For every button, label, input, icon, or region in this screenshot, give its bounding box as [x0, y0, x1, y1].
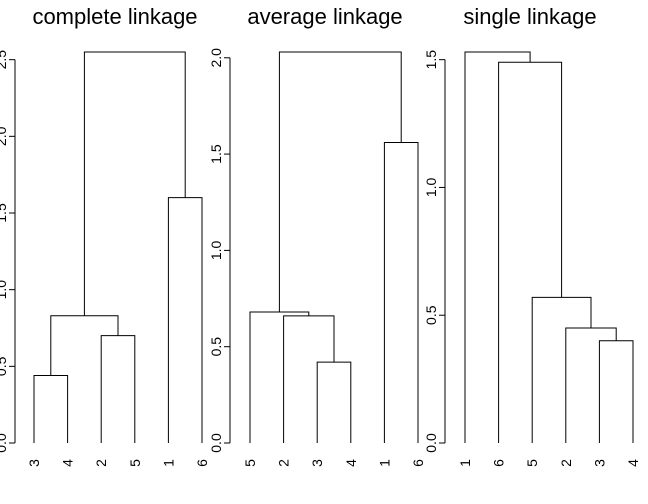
leaf-label: 6: [194, 459, 210, 467]
dendrogram-merge: [498, 61, 563, 443]
leaf-label: 6: [491, 459, 507, 467]
y-tick-label: 0.0: [208, 433, 224, 453]
dendrogram-tree: [464, 51, 634, 443]
leaf-labels: 5 2 3 4 1 6: [242, 459, 426, 467]
leaf-label: 4: [625, 459, 641, 467]
panel-title: complete linkage: [32, 4, 197, 29]
y-tick-label: 2.0: [208, 48, 224, 68]
y-tick-label: 1.0: [0, 280, 9, 300]
y-tick-label: 1.5: [208, 144, 224, 164]
dendrogram-merge: [565, 327, 617, 443]
dendrogram-merge: [33, 375, 69, 443]
y-tick-label: 2.5: [0, 50, 9, 70]
dendrogram-merge: [531, 296, 592, 443]
leaf-label: 3: [26, 459, 42, 467]
dendrogram-merge: [249, 311, 310, 443]
dendrogram-tree: [249, 51, 419, 443]
panel-title: average linkage: [247, 4, 402, 29]
dendrogram-merge: [278, 51, 402, 313]
leaf-label: 3: [591, 459, 607, 467]
dendrogram-merge: [464, 51, 531, 443]
panel-title: single linkage: [463, 4, 596, 29]
leaf-label: 5: [242, 459, 258, 467]
y-tick-label: 0.5: [423, 305, 439, 325]
dendrogram-merge: [283, 315, 335, 443]
leaf-label: 2: [93, 459, 109, 467]
y-tick-label: 0.5: [0, 356, 9, 376]
y-tick-label: 2.0: [0, 126, 9, 146]
leaf-label: 1: [376, 459, 392, 467]
y-tick-label: 0.0: [0, 433, 9, 453]
leaf-label: 1: [160, 459, 176, 467]
leaf-label: 2: [558, 459, 574, 467]
dendrogram-merge: [167, 197, 203, 443]
dendrogram-merge: [598, 340, 634, 443]
y-tick-label: 1.5: [0, 203, 9, 223]
y-tick-label: 0.5: [208, 337, 224, 357]
y-axis: 0.0 0.5 1.0 1.5 2.0: [208, 48, 231, 453]
dendrogram-merge: [383, 142, 419, 443]
y-tick-label: 1.0: [208, 240, 224, 260]
leaf-label: 3: [309, 459, 325, 467]
y-tick-label: 0.0: [423, 433, 439, 453]
panel-average-linkage: average linkage 0.0 0.5 1.0 1.5 2.0 5 2 3 4 1 6: [208, 4, 426, 467]
leaf-label: 6: [410, 459, 426, 467]
y-axis: 0.0 0.5 1.0 1.5: [423, 50, 446, 453]
leaf-label: 4: [343, 459, 359, 467]
leaf-labels: 3 4 2 5 1 6: [26, 459, 210, 467]
leaf-label: 4: [60, 459, 76, 467]
leaf-label: 5: [127, 459, 143, 467]
y-axis: 0.0 0.5 1.0 1.5 2.0 2.5: [0, 50, 16, 453]
leaf-label: 1: [457, 459, 473, 467]
panel-single-linkage: single linkage 0.0 0.5 1.0 1.5 1 6 5 2 3 4: [423, 4, 641, 467]
y-tick-label: 1.5: [423, 50, 439, 70]
leaf-label: 5: [524, 459, 540, 467]
dendrogram-tree: [33, 51, 203, 443]
y-tick-label: 1.0: [423, 178, 439, 198]
dendrogram-merge: [316, 361, 352, 443]
leaf-label: 2: [276, 459, 292, 467]
leaf-labels: 1 6 5 2 3 4: [457, 459, 641, 467]
panel-complete-linkage: complete linkage 0.0 0.5 1.0 1.5 2.0 2.5 3 4 2 5…: [0, 4, 210, 467]
dendrogram-merge: [100, 335, 136, 443]
dendrogram-merge: [50, 315, 119, 376]
dendrogram-merge: [83, 51, 186, 316]
